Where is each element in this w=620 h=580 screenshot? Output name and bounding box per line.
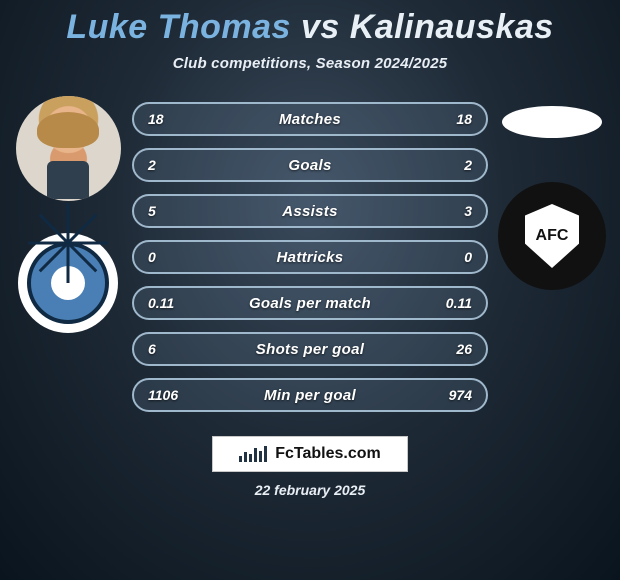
stat-left-value: 0 bbox=[148, 249, 156, 265]
brand-box[interactable]: FcTables.com bbox=[212, 436, 408, 472]
bar-chart-icon bbox=[239, 446, 267, 462]
stat-row: 1106 Min per goal 974 bbox=[132, 378, 488, 412]
stat-row: 0 Hattricks 0 bbox=[132, 240, 488, 274]
right-column: AFC bbox=[492, 102, 612, 290]
stat-label: Goals bbox=[288, 157, 331, 174]
stat-row: 6 Shots per goal 26 bbox=[132, 332, 488, 366]
stat-row: 5 Assists 3 bbox=[132, 194, 488, 228]
stat-right-value: 26 bbox=[456, 341, 472, 357]
stat-left-value: 2 bbox=[148, 157, 156, 173]
stat-right-value: 974 bbox=[449, 387, 472, 403]
footer: FcTables.com 22 february 2025 bbox=[212, 436, 408, 498]
player2-avatar-placeholder bbox=[502, 106, 602, 138]
stat-row: 0.11 Goals per match 0.11 bbox=[132, 286, 488, 320]
stat-right-value: 18 bbox=[456, 111, 472, 127]
stat-row: 18 Matches 18 bbox=[132, 102, 488, 136]
left-column bbox=[8, 96, 128, 333]
stat-right-value: 0 bbox=[464, 249, 472, 265]
player1-avatar bbox=[16, 96, 121, 201]
vs-label: vs bbox=[301, 8, 340, 46]
club-spokes-icon bbox=[31, 246, 105, 320]
stat-label: Assists bbox=[282, 203, 337, 220]
player2-name: Kalinauskas bbox=[350, 8, 554, 46]
player1-club-badge bbox=[18, 233, 118, 333]
comparison-card: Luke Thomas vs Kalinauskas Club competit… bbox=[0, 0, 620, 580]
club-badge-inner-icon bbox=[27, 242, 109, 324]
player2-club-badge: AFC bbox=[498, 182, 606, 290]
player1-name: Luke Thomas bbox=[66, 8, 291, 46]
brand-label: FcTables.com bbox=[275, 445, 381, 463]
stat-left-value: 6 bbox=[148, 341, 156, 357]
stat-label: Matches bbox=[279, 111, 341, 128]
stats-table: 18 Matches 18 2 Goals 2 5 Assists 3 0 Hattricks 0 0.… bbox=[132, 102, 488, 412]
stat-label: Shots per goal bbox=[256, 341, 364, 358]
player1-face-icon bbox=[16, 96, 121, 201]
stat-right-value: 0.11 bbox=[446, 295, 472, 311]
stat-left-value: 18 bbox=[148, 111, 164, 127]
club-emblem-icon: AFC bbox=[525, 204, 579, 268]
subtitle: Club competitions, Season 2024/2025 bbox=[173, 55, 448, 72]
stat-label: Hattricks bbox=[277, 249, 344, 266]
stat-left-value: 5 bbox=[148, 203, 156, 219]
page-title: Luke Thomas vs Kalinauskas bbox=[66, 8, 553, 47]
stat-right-value: 3 bbox=[464, 203, 472, 219]
stat-row: 2 Goals 2 bbox=[132, 148, 488, 182]
content-area: AFC 18 Matches 18 2 Goals 2 5 Assists 3 0 Hattrick… bbox=[0, 102, 620, 412]
footer-date: 22 february 2025 bbox=[255, 482, 366, 498]
stat-left-value: 1106 bbox=[148, 387, 178, 403]
stat-label: Min per goal bbox=[264, 387, 356, 404]
stat-right-value: 2 bbox=[464, 157, 472, 173]
stat-left-value: 0.11 bbox=[148, 295, 174, 311]
stat-label: Goals per match bbox=[249, 295, 371, 312]
